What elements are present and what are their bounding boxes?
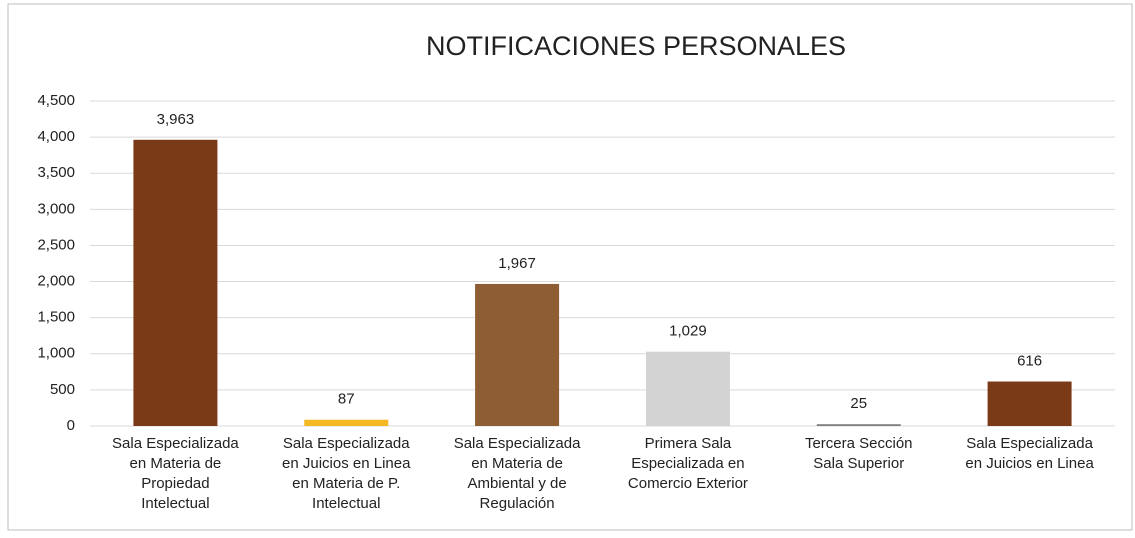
x-tick-label: Intelectual bbox=[312, 495, 380, 512]
bar bbox=[816, 424, 901, 426]
x-tick-label: Sala Especializada bbox=[454, 435, 581, 452]
y-tick-label: 500 bbox=[50, 381, 75, 398]
chart-title: NOTIFICACIONES PERSONALES bbox=[426, 31, 846, 61]
y-tick-label: 4,500 bbox=[37, 92, 75, 109]
x-tick-label: en Materia de P. bbox=[292, 475, 400, 492]
x-tick-label: Sala Superior bbox=[813, 455, 904, 472]
x-tick-label: Primera Sala bbox=[645, 435, 732, 452]
x-tick-label: Ambiental y de bbox=[467, 475, 566, 492]
x-tick-label: Especializada en bbox=[631, 455, 744, 472]
y-tick-label: 4,000 bbox=[37, 128, 75, 145]
bar bbox=[133, 139, 218, 427]
data-label: 1,967 bbox=[498, 255, 536, 272]
x-tick-label: Tercera Sección bbox=[805, 435, 913, 452]
x-tick-label: Intelectual bbox=[141, 495, 209, 512]
bar bbox=[645, 351, 730, 426]
data-label: 1,029 bbox=[669, 323, 707, 340]
x-tick-label: en Materia de bbox=[130, 455, 222, 472]
x-tick-label: Propiedad bbox=[141, 475, 209, 492]
x-tick-label: Regulación bbox=[480, 495, 555, 512]
y-tick-label: 3,000 bbox=[37, 200, 75, 217]
y-tick-label: 2,500 bbox=[37, 236, 75, 253]
x-tick-label: Sala Especializada bbox=[112, 435, 239, 452]
y-tick-label: 2,000 bbox=[37, 273, 75, 290]
bar bbox=[475, 283, 560, 426]
y-tick-label: 0 bbox=[67, 417, 75, 434]
x-tick-label: en Juicios en Linea bbox=[965, 455, 1094, 472]
x-tick-label: Sala Especializada bbox=[966, 435, 1093, 452]
y-tick-label: 3,500 bbox=[37, 164, 75, 181]
y-tick-label: 1,500 bbox=[37, 309, 75, 326]
x-tick-label: en Materia de bbox=[471, 455, 563, 472]
x-tick-label: Comercio Exterior bbox=[628, 475, 748, 492]
bar bbox=[987, 381, 1072, 426]
data-label: 25 bbox=[850, 395, 867, 412]
y-tick-label: 1,000 bbox=[37, 345, 75, 362]
x-tick-label: en Juicios en Linea bbox=[282, 455, 411, 472]
data-label: 87 bbox=[338, 391, 355, 408]
data-label: 616 bbox=[1017, 352, 1042, 369]
bar bbox=[304, 419, 389, 426]
x-tick-label: Sala Especializada bbox=[283, 435, 410, 452]
data-label: 3,963 bbox=[157, 111, 195, 128]
